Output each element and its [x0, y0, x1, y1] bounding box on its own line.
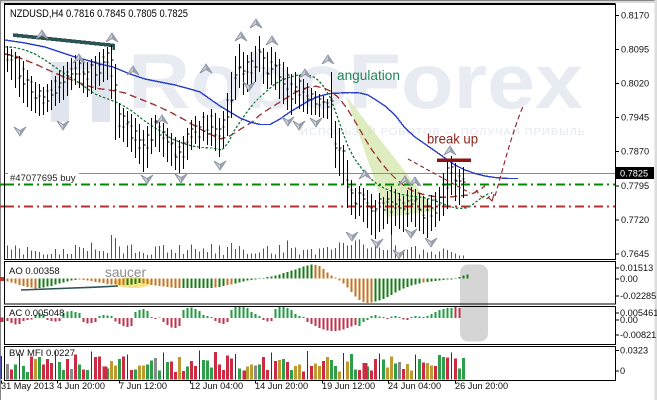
svg-text:0.8170: 0.8170 — [621, 11, 649, 21]
svg-text:AO 0.00358: AO 0.00358 — [9, 266, 60, 277]
svg-text:AC 0.005048: AC 0.005048 — [9, 308, 64, 319]
svg-text:break up: break up — [427, 131, 478, 147]
svg-text:0.01513: 0.01513 — [620, 263, 653, 273]
svg-text:0.005461: 0.005461 — [620, 308, 657, 318]
svg-text:0.00: 0.00 — [620, 315, 638, 325]
svg-text:0.0323: 0.0323 — [620, 346, 648, 356]
svg-text:7 Jun 12:00: 7 Jun 12:00 — [119, 381, 167, 391]
svg-text:0.8095: 0.8095 — [621, 45, 649, 55]
svg-text:0: 0 — [620, 366, 625, 376]
svg-text:BW MFI 0.0227: BW MFI 0.0227 — [9, 348, 75, 359]
svg-text:-0.02285: -0.02285 — [620, 291, 656, 301]
svg-text:14 Jun 20:00: 14 Jun 20:00 — [255, 381, 308, 391]
svg-text:19 Jun 12:00: 19 Jun 12:00 — [322, 381, 375, 391]
svg-text:#47077695 buy: #47077695 buy — [10, 173, 76, 184]
svg-text:0.00: 0.00 — [620, 274, 638, 284]
svg-text:0.7645: 0.7645 — [621, 249, 649, 259]
svg-text:4 Jun 20:00: 4 Jun 20:00 — [57, 381, 105, 391]
svg-text:0.8020: 0.8020 — [621, 79, 649, 89]
svg-text:0.7720: 0.7720 — [621, 215, 649, 225]
svg-text:26 Jun 20:00: 26 Jun 20:00 — [455, 381, 508, 391]
svg-text:31 May 2013: 31 May 2013 — [1, 381, 54, 391]
svg-text:saucer: saucer — [105, 264, 146, 280]
svg-text:-0.00821: -0.00821 — [620, 330, 656, 340]
svg-text:24 Jun 04:00: 24 Jun 04:00 — [388, 381, 441, 391]
svg-text:0.7945: 0.7945 — [621, 113, 649, 123]
svg-text:angulation: angulation — [337, 67, 400, 83]
svg-text:0.7825: 0.7825 — [620, 169, 648, 179]
svg-text:0.7870: 0.7870 — [621, 147, 649, 157]
svg-text:12 Jun 04:00: 12 Jun 04:00 — [190, 381, 243, 391]
svg-text:NZDUSD,H4 0.7816 0.7845 0.780: NZDUSD,H4 0.7816 0.7845 0.7805 0.7825 — [10, 8, 188, 20]
svg-text:0.7795: 0.7795 — [621, 181, 649, 191]
